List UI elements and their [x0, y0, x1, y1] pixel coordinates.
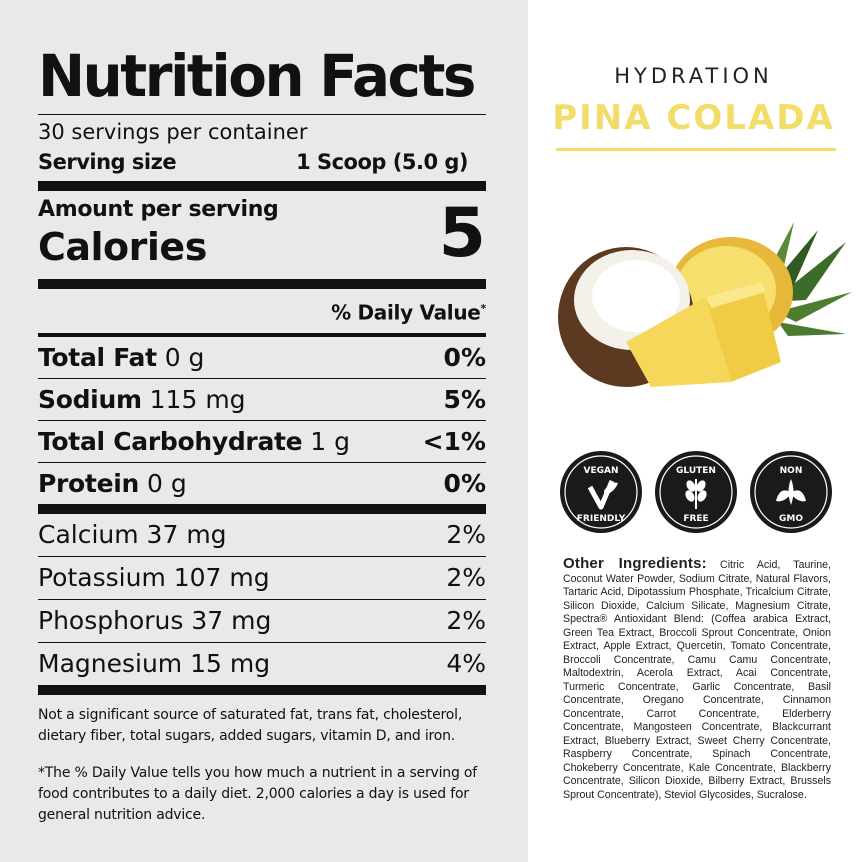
divider: [38, 114, 486, 115]
nutrient-name-group: Total Fat 0 g: [38, 343, 204, 372]
nutrient-name: Protein: [38, 468, 140, 498]
coconut-center: [592, 260, 680, 332]
pineapple-wedge-2: [706, 282, 781, 382]
nutrient-amount: 1 g: [310, 426, 351, 456]
nutrient-name-group: Sodium 115 mg: [38, 385, 246, 414]
nutrient-daily-value: <1%: [422, 426, 486, 456]
nutrient-amount: 0 g: [146, 468, 187, 498]
mineral-row-phosphorus: Phosphorus 37 mg 2%: [38, 600, 486, 643]
serving-size-row: Serving size 1 Scoop (5.0 g): [38, 147, 486, 177]
mineral-row-potassium: Potassium 107 mg 2%: [38, 557, 486, 600]
amount-per-serving: Amount per serving: [38, 197, 279, 222]
mineral-label: Phosphorus 37 mg: [38, 606, 272, 636]
badge-top-text: VEGAN: [584, 466, 619, 476]
mineral-label: Calcium 37 mg: [38, 520, 227, 550]
other-ingredients: Other Ingredients: Citric Acid, Taurine,…: [563, 555, 831, 802]
gluten-free-icon: GLUTEN FREE: [659, 455, 733, 529]
badge-vegan-friendly: VEGAN FRIENDLY: [560, 451, 642, 533]
nutrition-facts-label: Nutrition Facts 30 servings per containe…: [38, 44, 486, 826]
mineral-row-magnesium: Magnesium 15 mg 4%: [38, 643, 486, 685]
footnote-daily-value: *The % Daily Value tells you how much a …: [38, 764, 478, 823]
product-panel-background: [528, 0, 859, 862]
servings-per-container: 30 servings per container: [38, 120, 308, 144]
badge-bottom-text: FREE: [683, 514, 708, 524]
mineral-label: Magnesium 15 mg: [38, 649, 271, 679]
nutrient-name-group: Total Carbohydrate 1 g: [38, 427, 350, 456]
nutrient-daily-value: 5%: [443, 384, 486, 414]
nutrient-name-group: Protein 0 g: [38, 469, 187, 498]
badge-bottom-text: GMO: [779, 514, 803, 524]
calories-block: Amount per serving Calories 5: [38, 191, 486, 279]
nutrient-row-total-carbohydrate: Total Carbohydrate 1 g <1%: [38, 421, 486, 463]
nutrient-daily-value: 0%: [443, 342, 486, 372]
mineral-daily-value: 2%: [446, 520, 486, 550]
serving-size-value: 1 Scoop (5.0 g): [296, 150, 468, 174]
nutrient-amount: 0 g: [164, 342, 205, 372]
product-flavor: PINA COLADA: [552, 98, 835, 138]
product-line: HYDRATION: [614, 64, 773, 88]
non-gmo-icon: NON GMO: [754, 455, 828, 529]
ingredients-text: Citric Acid, Taurine, Coconut Water Powd…: [563, 559, 831, 801]
calories-value: 5: [438, 194, 486, 273]
nutrient-name: Sodium: [38, 384, 142, 414]
mineral-daily-value: 2%: [446, 563, 486, 593]
daily-value-asterisk: *: [480, 302, 487, 315]
nutrient-amount: 115 mg: [149, 384, 246, 414]
daily-value-header-text: % Daily Value: [331, 300, 481, 325]
calories-label: Calories: [38, 225, 207, 269]
thick-divider: [38, 684, 486, 695]
badge-gluten-free: GLUTEN FREE: [655, 451, 737, 533]
nutrient-list: Total Fat 0 g 0% Sodium 115 mg 5% Total …: [38, 337, 486, 504]
nutrient-daily-value: 0%: [443, 468, 486, 498]
badge-non-gmo: NON GMO: [750, 451, 832, 533]
mineral-list: Calcium 37 mg 2% Potassium 107 mg 2% Pho…: [38, 514, 486, 685]
pineapple-wedge-core: [706, 282, 766, 308]
flavor-underline: [556, 148, 836, 151]
nutrient-name: Total Fat: [38, 342, 157, 372]
badge-top-text: NON: [780, 466, 803, 476]
badge-bottom-text: FRIENDLY: [577, 514, 626, 524]
nutrient-row-sodium: Sodium 115 mg 5%: [38, 379, 486, 421]
thick-divider: [38, 503, 486, 514]
mineral-daily-value: 4%: [446, 649, 486, 679]
thick-divider: [38, 279, 486, 289]
daily-value-header: % Daily Value*: [38, 289, 486, 333]
mineral-row-calcium: Calcium 37 mg 2%: [38, 514, 486, 557]
vegan-friendly-icon: VEGAN FRIENDLY: [564, 455, 638, 529]
mineral-label: Potassium 107 mg: [38, 563, 270, 593]
medium-divider: [38, 332, 486, 337]
mineral-daily-value: 2%: [446, 606, 486, 636]
nutrition-facts-title: Nutrition Facts: [38, 42, 476, 110]
thick-divider: [38, 181, 486, 191]
badge-top-text: GLUTEN: [676, 466, 716, 476]
pineapple-wedge-icon: [626, 297, 731, 387]
pineapple-coconut-image: [558, 222, 852, 387]
ingredients-heading: Other Ingredients:: [563, 555, 707, 572]
serving-size-label: Serving size: [38, 150, 177, 174]
nutrient-row-total-fat: Total Fat 0 g 0%: [38, 337, 486, 379]
nutrient-row-protein: Protein 0 g 0%: [38, 463, 486, 504]
nutrition-panel-background: [0, 0, 528, 862]
footnote-not-significant: Not a significant source of saturated fa…: [38, 706, 463, 744]
nutrient-name: Total Carbohydrate: [38, 426, 303, 456]
